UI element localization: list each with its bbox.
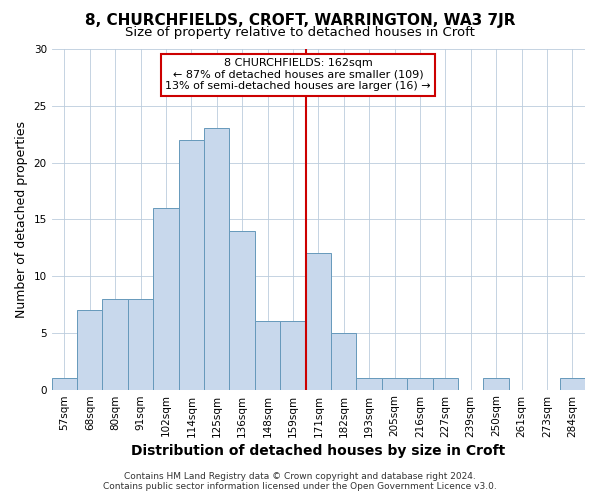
Bar <box>305 254 331 390</box>
Bar <box>229 230 255 390</box>
Bar <box>103 299 128 390</box>
Bar <box>52 378 77 390</box>
Bar <box>407 378 433 390</box>
Text: 8, CHURCHFIELDS, CROFT, WARRINGTON, WA3 7JR: 8, CHURCHFIELDS, CROFT, WARRINGTON, WA3 … <box>85 12 515 28</box>
Bar <box>179 140 204 390</box>
Bar <box>484 378 509 390</box>
X-axis label: Distribution of detached houses by size in Croft: Distribution of detached houses by size … <box>131 444 505 458</box>
Bar <box>255 322 280 390</box>
Bar <box>280 322 305 390</box>
Text: 8 CHURCHFIELDS: 162sqm
← 87% of detached houses are smaller (109)
13% of semi-de: 8 CHURCHFIELDS: 162sqm ← 87% of detached… <box>165 58 431 92</box>
Bar <box>433 378 458 390</box>
Bar <box>560 378 585 390</box>
Bar <box>204 128 229 390</box>
Bar <box>331 333 356 390</box>
Text: Size of property relative to detached houses in Croft: Size of property relative to detached ho… <box>125 26 475 39</box>
Y-axis label: Number of detached properties: Number of detached properties <box>15 121 28 318</box>
Bar <box>128 299 153 390</box>
Bar <box>77 310 103 390</box>
Bar <box>356 378 382 390</box>
Bar <box>153 208 179 390</box>
Bar <box>382 378 407 390</box>
Text: Contains HM Land Registry data © Crown copyright and database right 2024.
Contai: Contains HM Land Registry data © Crown c… <box>103 472 497 491</box>
